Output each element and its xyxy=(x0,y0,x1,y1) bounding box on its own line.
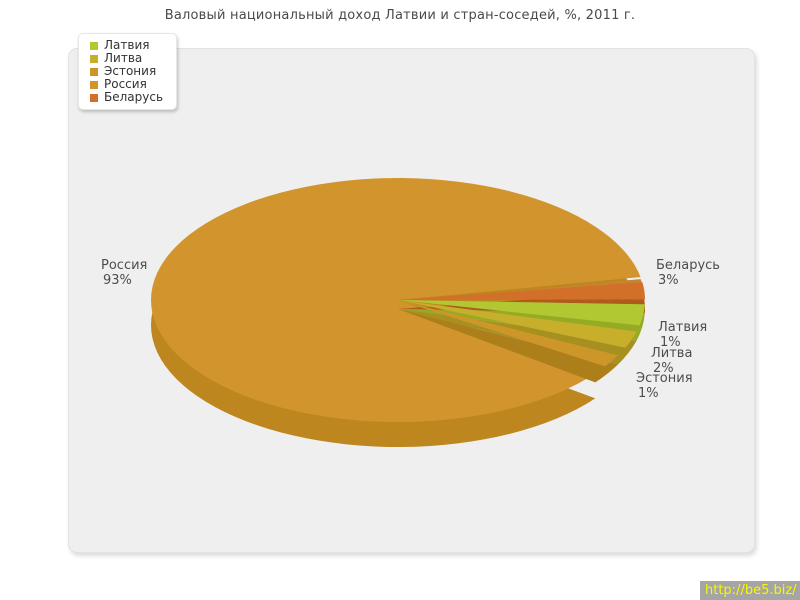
pie-slice-латвия[interactable] xyxy=(398,300,645,326)
pie-slice-россия[interactable] xyxy=(150,178,641,423)
slice-label-россия: Россия 93% xyxy=(101,258,147,288)
pie-slice-эстония[interactable] xyxy=(398,300,619,367)
slice-label-value: 1% xyxy=(660,335,681,350)
pie-slice-беларусь[interactable] xyxy=(398,282,645,300)
pie-slice-литва[interactable] xyxy=(398,300,637,348)
legend-swatch-icon xyxy=(90,54,98,63)
legend-swatch-icon xyxy=(90,93,98,102)
slice-label-value: 1% xyxy=(638,386,659,401)
slice-label-беларусь: Беларусь 3% xyxy=(656,258,720,288)
legend-item-беларусь[interactable]: Беларусь xyxy=(90,91,163,104)
pie-slice-эстония-side xyxy=(398,309,619,383)
slice-label-литва: Литва 2% xyxy=(651,346,692,376)
slice-label-name: Эстония xyxy=(636,371,693,386)
slice-label-value: 3% xyxy=(658,273,679,288)
legend-item-label: Латвия xyxy=(104,38,150,52)
slice-label-value: 2% xyxy=(653,361,674,376)
legend-item-label: Россия xyxy=(104,77,147,91)
legend-item-латвия[interactable]: Латвия xyxy=(90,39,163,52)
slice-label-name: Беларусь xyxy=(656,258,720,273)
legend-item-label: Эстония xyxy=(104,64,157,78)
slice-label-латвия: Латвия 1% xyxy=(658,320,707,350)
legend-swatch-icon xyxy=(90,80,98,89)
legend-item-литва[interactable]: Литва xyxy=(90,52,163,65)
legend-item-эстония[interactable]: Эстония xyxy=(90,65,163,78)
legend-item-label: Беларусь xyxy=(104,90,164,104)
legend-swatch-icon xyxy=(90,67,98,76)
slice-label-name: Россия xyxy=(101,258,148,273)
slice-label-value: 93% xyxy=(103,273,132,288)
legend-swatch-icon xyxy=(90,41,98,50)
watermark-link[interactable]: http://be5.biz/ xyxy=(700,581,800,600)
chart-title: Валовый национальный доход Латвии и стра… xyxy=(164,8,636,23)
legend-item-россия[interactable]: Россия xyxy=(90,78,163,91)
slice-label-эстония: Эстония 1% xyxy=(636,371,693,401)
legend: Латвия Литва Эстония Россия Беларусь xyxy=(78,33,178,110)
legend-item-label: Литва xyxy=(104,51,143,65)
slice-label-name: Литва xyxy=(651,346,693,361)
slice-label-name: Латвия xyxy=(658,320,708,335)
